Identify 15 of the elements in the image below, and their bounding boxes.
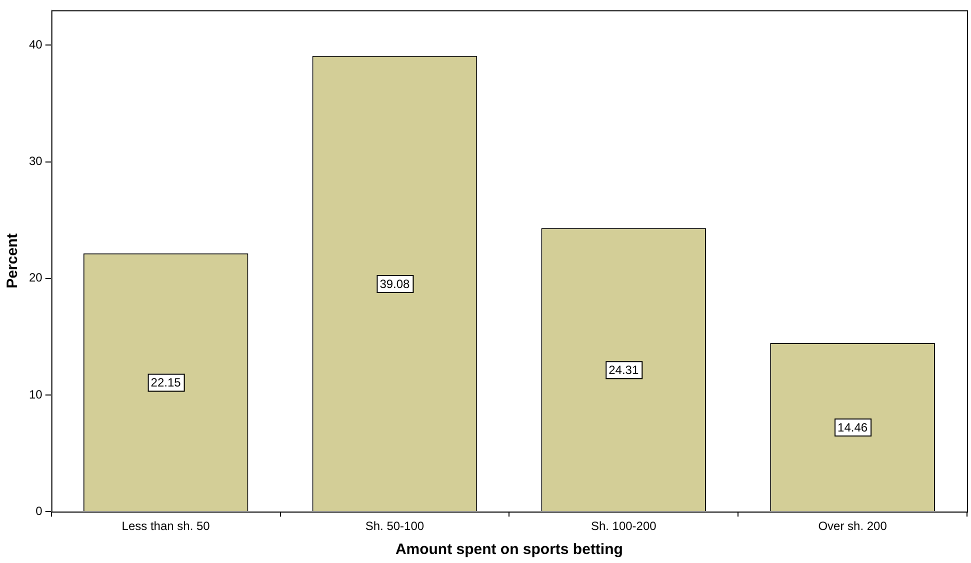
y-tick-label: 10 bbox=[28, 387, 43, 402]
y-tick-label: 20 bbox=[28, 270, 43, 285]
data-label: 22.15 bbox=[150, 376, 182, 390]
y-tick-label: 30 bbox=[28, 154, 43, 168]
y-tick-label: 40 bbox=[28, 37, 43, 52]
x-tick-label: Less than sh. 50 bbox=[122, 519, 210, 534]
data-label: 14.46 bbox=[838, 420, 868, 434]
y-axis-title: Percent bbox=[4, 233, 22, 288]
data-label: 39.08 bbox=[380, 276, 410, 291]
x-axis-title: Amount spent on sports betting bbox=[395, 541, 623, 558]
data-label: 24.31 bbox=[608, 362, 639, 377]
x-tick-label: Sh. 50-100 bbox=[365, 519, 424, 534]
y-tick-label: 0 bbox=[36, 504, 43, 518]
x-tick-label: Over sh. 200 bbox=[818, 519, 888, 534]
x-tick-label: Sh. 100-200 bbox=[590, 519, 657, 534]
